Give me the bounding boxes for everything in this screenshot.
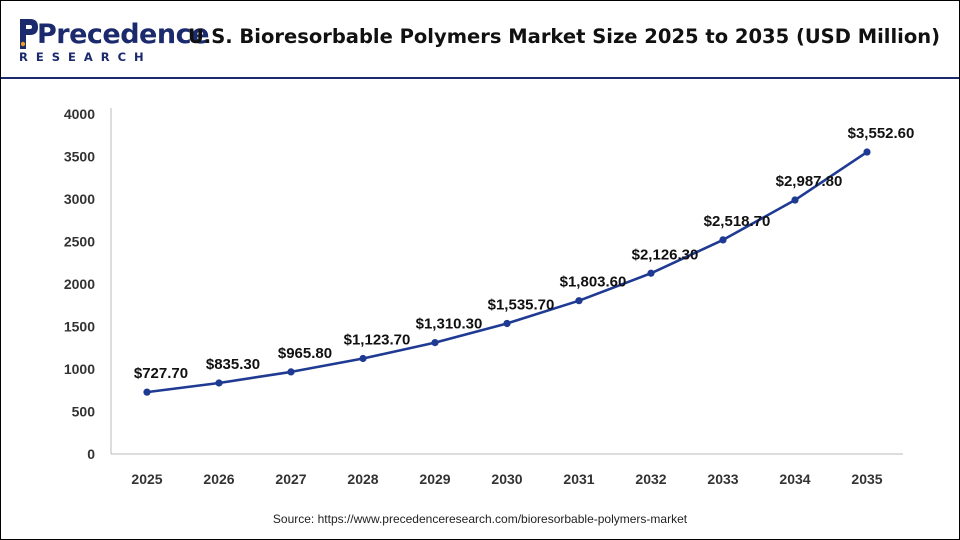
x-tick-label: 2028 bbox=[347, 471, 378, 487]
data-label: $835.30 bbox=[206, 356, 260, 373]
series-market-size: $727.70 $835.30 $965.80 $1,123.70 $1,310.30 $… bbox=[134, 125, 914, 396]
data-label: $2,126.30 bbox=[632, 246, 699, 263]
y-tick-label: 3000 bbox=[64, 191, 95, 207]
y-tick-label: 2000 bbox=[64, 276, 95, 292]
x-tick-label: 2034 bbox=[779, 471, 810, 487]
y-tick-label: 500 bbox=[72, 404, 96, 420]
y-axis: 0 500 1000 1500 2000 2500 3000 3500 4000 bbox=[64, 106, 112, 462]
x-tick-label: 2025 bbox=[131, 471, 162, 487]
data-label: $2,987.80 bbox=[776, 173, 843, 190]
data-label: $727.70 bbox=[134, 365, 188, 382]
logo-wordmark: Precedence bbox=[37, 19, 209, 50]
y-tick-label: 1000 bbox=[64, 361, 95, 377]
data-point bbox=[719, 236, 727, 244]
y-tick-label: 3500 bbox=[64, 149, 95, 165]
y-tick-label: 0 bbox=[87, 446, 95, 462]
data-point bbox=[575, 297, 583, 305]
x-axis: 2025 2026 2027 2028 2029 2030 2031 2032 2033 2034… bbox=[111, 453, 903, 487]
data-point bbox=[431, 339, 439, 347]
data-label: $2,518.70 bbox=[704, 213, 771, 230]
data-point bbox=[287, 368, 295, 376]
data-label: $1,123.70 bbox=[344, 331, 411, 348]
chart-title: U.S. Bioresorbable Polymers Market Size … bbox=[187, 25, 941, 48]
x-tick-label: 2031 bbox=[563, 471, 594, 487]
data-label: $3,552.60 bbox=[848, 125, 915, 142]
data-point bbox=[863, 148, 871, 156]
data-point bbox=[503, 319, 511, 328]
data-point bbox=[359, 354, 367, 363]
x-tick-label: 2030 bbox=[491, 471, 522, 487]
x-tick-label: 2029 bbox=[419, 471, 450, 487]
y-tick-label: 4000 bbox=[64, 106, 95, 122]
y-tick-label: 2500 bbox=[64, 234, 95, 250]
data-label: $1,310.30 bbox=[416, 316, 483, 333]
data-point bbox=[647, 269, 655, 277]
header-divider bbox=[1, 77, 959, 79]
x-tick-label: 2033 bbox=[707, 471, 738, 487]
x-tick-label: 2035 bbox=[851, 471, 882, 487]
data-point bbox=[791, 196, 799, 204]
logo-subtitle: RESEARCH bbox=[19, 50, 152, 64]
header: Precedence RESEARCH U.S. Bioresorbable P… bbox=[1, 1, 959, 75]
data-label: $965.80 bbox=[278, 345, 332, 362]
y-tick-label: 1500 bbox=[64, 319, 95, 335]
x-tick-label: 2032 bbox=[635, 471, 666, 487]
source-note: Source: https://www.precedenceresearch.c… bbox=[272, 512, 688, 526]
data-label: $1,535.70 bbox=[488, 296, 555, 313]
brand-logo: Precedence RESEARCH bbox=[17, 15, 209, 65]
x-tick-label: 2026 bbox=[203, 471, 234, 487]
data-point bbox=[143, 388, 151, 396]
data-label: $1,803.60 bbox=[560, 274, 627, 291]
logo-mark-icon bbox=[20, 19, 38, 49]
x-tick-label: 2027 bbox=[275, 471, 306, 487]
data-point bbox=[215, 379, 223, 387]
